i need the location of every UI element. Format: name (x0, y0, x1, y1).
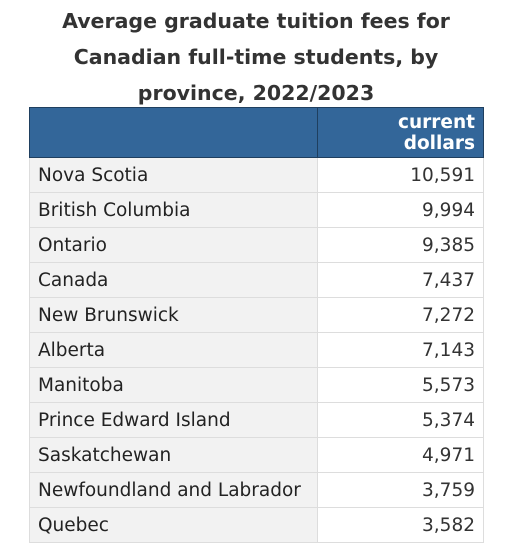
row-value: 7,437 (317, 262, 484, 298)
row-label: British Columbia (29, 192, 318, 228)
chart-title-line: Average graduate tuition fees for (62, 9, 450, 33)
chart-title-line: province, 2022/2023 (137, 81, 375, 105)
row-label: Saskatchewan (29, 437, 318, 473)
table-header-row: current dollars (29, 107, 484, 158)
row-label: Alberta (29, 332, 318, 368)
chart-title: Average graduate tuition fees for Canadi… (30, 3, 482, 111)
row-label: Prince Edward Island (29, 402, 318, 438)
row-value: 9,994 (317, 192, 484, 228)
row-label: Quebec (29, 507, 318, 543)
table-header-corner (29, 107, 318, 158)
table-row: Quebec 3,582 (29, 507, 484, 543)
row-value: 7,143 (317, 332, 484, 368)
table-row: New Brunswick 7,272 (29, 297, 484, 333)
row-value: 9,385 (317, 227, 484, 263)
table-header-current-dollars: current dollars (317, 107, 484, 158)
row-label: Nova Scotia (29, 157, 318, 193)
tuition-table: current dollars Nova Scotia 10,591 British… (29, 107, 484, 543)
table-row: Newfoundland and Labrador 3,759 (29, 472, 484, 508)
row-value: 3,759 (317, 472, 484, 508)
row-label: Ontario (29, 227, 318, 263)
table-row: Saskatchewan 4,971 (29, 437, 484, 473)
row-value: 10,591 (317, 157, 484, 193)
row-value: 4,971 (317, 437, 484, 473)
row-label: Manitoba (29, 367, 318, 403)
table-row: Canada 7,437 (29, 262, 484, 298)
table-row: Prince Edward Island 5,374 (29, 402, 484, 438)
table-row: Alberta 7,143 (29, 332, 484, 368)
row-value: 7,272 (317, 297, 484, 333)
row-value: 5,573 (317, 367, 484, 403)
table-row: Manitoba 5,573 (29, 367, 484, 403)
row-label: Canada (29, 262, 318, 298)
chart-title-line: Canadian full-time students, by (73, 45, 439, 69)
table-row: Nova Scotia 10,591 (29, 157, 484, 193)
table-row: British Columbia 9,994 (29, 192, 484, 228)
table-body: Nova Scotia 10,591 British Columbia 9,994 On… (29, 157, 484, 543)
table-row: Ontario 9,385 (29, 227, 484, 263)
row-value: 5,374 (317, 402, 484, 438)
row-value: 3,582 (317, 507, 484, 543)
row-label: New Brunswick (29, 297, 318, 333)
row-label: Newfoundland and Labrador (29, 472, 318, 508)
